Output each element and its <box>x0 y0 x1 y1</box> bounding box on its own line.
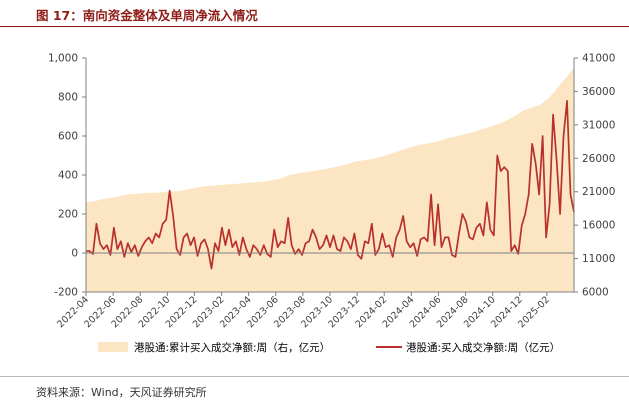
line-series-weekly <box>86 100 575 270</box>
y-right-tick-label: 6000 <box>582 287 609 299</box>
y-left-tick-label: -200 <box>54 287 78 299</box>
source-divider <box>0 376 629 377</box>
legend: 港股通:累计买入成交净额:周（右，亿元） 港股通:买入成交净额:周（亿元） <box>98 341 560 354</box>
y-right-tick-label: 41000 <box>582 53 615 65</box>
legend-label-area: 港股通:累计买入成交净额:周（右，亿元） <box>134 341 330 354</box>
y-left-tick-label: 600 <box>58 131 78 143</box>
y-left-tick-label: 200 <box>58 209 78 221</box>
chart: -200 0 200 400 600 800 1,000 6000 11000 16000 2100… <box>48 53 615 355</box>
legend-swatch-area <box>98 342 128 352</box>
area-series-cumulative <box>86 68 574 292</box>
figure-title-bar: 图 17：南向资金整体及单周净流入情况 <box>0 0 629 27</box>
area-layer <box>86 68 574 292</box>
y-right-tick-label: 26000 <box>582 153 615 165</box>
y-right-tick-label: 16000 <box>582 220 615 232</box>
y-right-tick-label: 11000 <box>582 253 615 265</box>
y-left-tick-label: 0 <box>71 248 78 260</box>
legend-label-line: 港股通:买入成交净额:周（亿元） <box>406 341 560 354</box>
line-layer <box>86 100 575 270</box>
figure-title: 图 17：南向资金整体及单周净流入情况 <box>36 8 258 23</box>
y-left-tick-label: 400 <box>58 170 78 182</box>
axes-layer: -200 0 200 400 600 800 1,000 6000 11000 16000 2100… <box>48 53 615 331</box>
y-right-tick-label: 21000 <box>582 186 615 198</box>
y-left-tick-label: 1,000 <box>48 53 78 65</box>
y-right-tick-label: 36000 <box>582 86 615 98</box>
source-note: 资料来源：Wind，天风证券研究所 <box>36 386 207 399</box>
y-right-tick-label: 31000 <box>582 119 615 131</box>
y-left-tick-label: 800 <box>58 92 78 104</box>
